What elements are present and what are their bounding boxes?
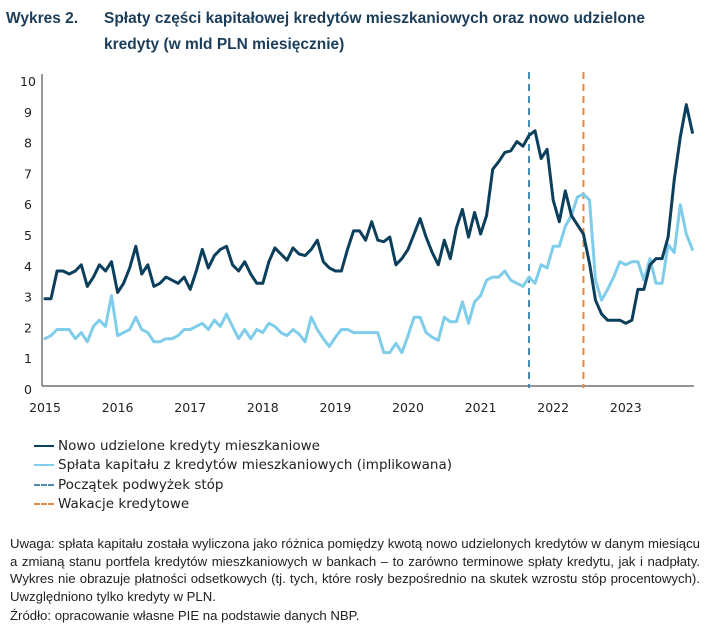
x-tick-label: 2022	[537, 400, 569, 415]
legend-label: Nowo udzielone kredyty mieszkaniowe	[58, 437, 320, 454]
y-tick-label: 7	[24, 166, 32, 181]
y-tick-label: 0	[24, 382, 32, 397]
legend-item-new-loans: Nowo udzielone kredyty mieszkaniowe	[34, 436, 452, 456]
y-tick-label: 8	[24, 136, 32, 151]
series-line-repayment	[43, 192, 694, 355]
x-tick-label: 2018	[247, 400, 279, 415]
x-tick-label: 2016	[102, 400, 134, 415]
legend-item-repayment: Spłata kapitału z kredytów mieszkaniowyc…	[34, 456, 452, 476]
legend-label: Początek podwyżek stóp	[58, 476, 224, 493]
chart-source: Źródło: opracowanie własne PIE na podsta…	[10, 608, 360, 623]
series-lines	[43, 103, 694, 355]
y-tick-label: 1	[24, 351, 32, 366]
x-tick-label: 2015	[29, 400, 61, 415]
legend-swatch-dashed	[34, 503, 54, 506]
legend-swatch-solid	[34, 464, 54, 467]
chart-title: Spłaty części kapitałowej kredytów miesz…	[104, 10, 645, 53]
x-tick-label: 2017	[174, 400, 206, 415]
legend-swatch-dashed	[34, 483, 54, 486]
legend-item-rate-hikes: Początek podwyżek stóp	[34, 475, 452, 495]
line-chart: 0 1 2 3 4 5 6 7 8 9 10 2015 2016 2017 2018 2019 2020 202…	[20, 72, 694, 415]
chart-note: Uwaga: spłata kapitału została wyliczona…	[10, 536, 700, 604]
y-tick-label: 10	[20, 74, 36, 89]
x-tick-label: 2020	[392, 400, 424, 415]
y-tick-label: 4	[24, 259, 32, 274]
vertical-markers	[528, 72, 585, 388]
y-tick-label: 6	[24, 197, 32, 212]
x-axis-ticks: 2015 2016 2017 2018 2019 2020 2021 2022 2023	[29, 400, 642, 415]
legend-label: Wakacje kredytowe	[58, 496, 190, 513]
x-tick-label: 2021	[465, 400, 497, 415]
y-tick-label: 9	[24, 105, 32, 120]
figure-number: Wykres 2.	[6, 10, 79, 27]
legend: Nowo udzielone kredyty mieszkaniowe Spła…	[34, 436, 452, 514]
legend-item-credit-holidays: Wakacje kredytowe	[34, 495, 452, 515]
y-tick-label: 2	[24, 320, 32, 335]
y-tick-label: 5	[24, 228, 32, 243]
x-tick-label: 2023	[610, 400, 642, 415]
y-axis-ticks: 0 1 2 3 4 5 6 7 8 9 10	[20, 74, 36, 397]
series-line-new-loans	[43, 103, 694, 325]
x-tick-label: 2019	[319, 400, 351, 415]
legend-label: Spłata kapitału z kredytów mieszkaniowyc…	[58, 457, 453, 474]
legend-swatch-solid	[34, 444, 54, 447]
y-tick-label: 3	[24, 290, 32, 305]
